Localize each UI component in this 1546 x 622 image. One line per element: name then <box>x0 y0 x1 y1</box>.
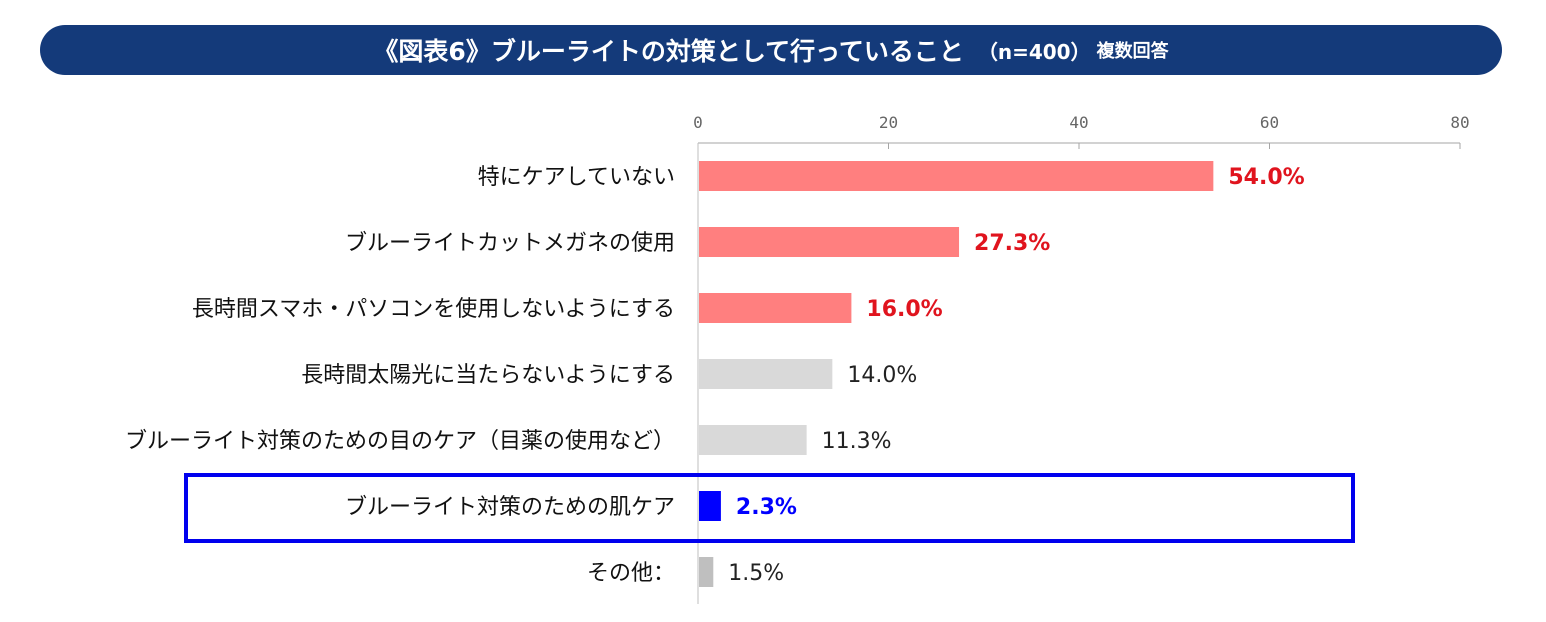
x-tick-label: 0 <box>693 113 703 132</box>
category-label: 長時間スマホ・パソコンを使用しないようにする <box>192 297 675 322</box>
response-note: 複数回答 <box>1096 41 1169 62</box>
bar <box>699 491 721 521</box>
category-label: ブルーライトカットメガネの使用 <box>345 231 675 256</box>
chart-title: 《図表6》ブルーライトの対策として行っていること <box>373 37 964 66</box>
value-label: 2.3% <box>736 495 797 520</box>
highlight-box <box>184 473 1355 543</box>
bar <box>699 227 960 257</box>
title-banner: 《図表6》ブルーライトの対策として行っていること （n=400） 複数回答 <box>40 25 1502 75</box>
x-tick-label: 60 <box>1260 113 1279 132</box>
bar <box>699 161 1214 191</box>
value-label: 11.3% <box>822 429 892 454</box>
bar <box>699 359 833 389</box>
value-label: 27.3% <box>974 231 1050 256</box>
x-tick-label: 20 <box>879 113 898 132</box>
bar <box>699 293 852 323</box>
value-label: 1.5% <box>728 561 784 586</box>
category-label: 特にケアしていない <box>478 165 675 190</box>
category-label: ブルーライト対策のための目のケア（目薬の使用など） <box>125 429 675 454</box>
category-label: 長時間太陽光に当たらないようにする <box>301 363 675 388</box>
category-label: その他： <box>587 561 675 586</box>
x-tick-label: 40 <box>1069 113 1088 132</box>
value-label: 54.0% <box>1228 165 1304 190</box>
value-label: 16.0% <box>866 297 942 322</box>
bar <box>699 557 714 587</box>
x-tick-label: 80 <box>1450 113 1469 132</box>
category-label: ブルーライト対策のための肌ケア <box>345 495 675 520</box>
value-label: 14.0% <box>847 363 917 388</box>
bar <box>699 425 807 455</box>
sample-size: （n=400） <box>977 39 1091 64</box>
